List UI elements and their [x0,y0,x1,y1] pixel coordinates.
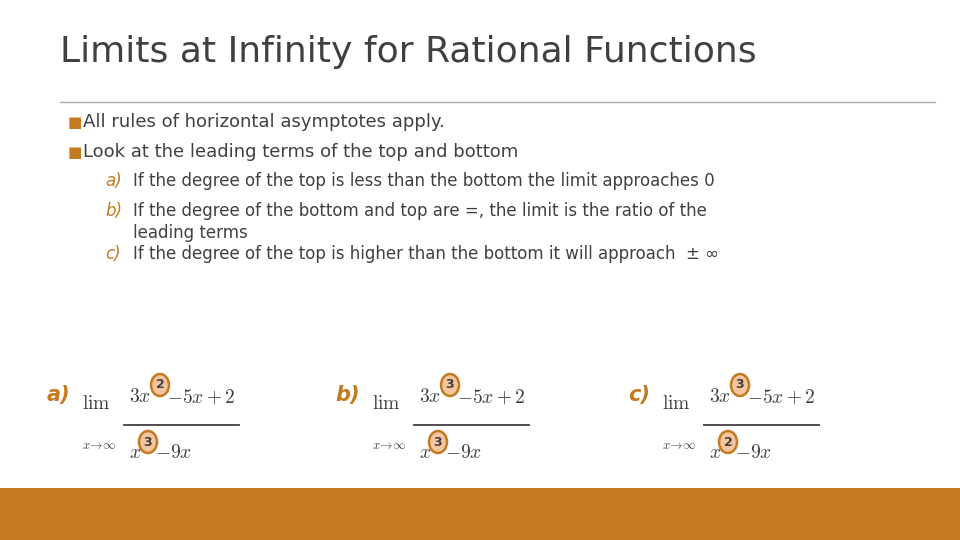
Text: $x\!\to\!\infty$: $x\!\to\!\infty$ [372,439,406,452]
Text: $x$: $x$ [709,443,721,462]
Ellipse shape [731,374,749,396]
Ellipse shape [151,374,169,396]
Text: If the degree of the top is higher than the bottom it will approach  ± ∞: If the degree of the top is higher than … [133,245,719,263]
Text: $\lim$: $\lim$ [662,394,690,413]
Text: 2: 2 [156,379,164,392]
Text: $3x$: $3x$ [419,388,441,407]
Text: ■: ■ [68,145,83,160]
Text: $x\!\to\!\infty$: $x\!\to\!\infty$ [82,439,116,452]
Text: b): b) [335,385,360,405]
Text: $-9x$: $-9x$ [735,443,772,462]
Ellipse shape [719,431,737,453]
Text: $-5x+2$: $-5x+2$ [457,388,526,407]
Text: $x\!\to\!\infty$: $x\!\to\!\infty$ [662,439,696,452]
Text: $\lim$: $\lim$ [372,394,400,413]
Text: 3: 3 [445,379,454,392]
Text: c): c) [105,245,121,263]
Text: All rules of horizontal asymptotes apply.: All rules of horizontal asymptotes apply… [83,113,444,131]
Text: 3: 3 [144,435,153,449]
Text: $x$: $x$ [419,443,431,462]
Text: $\lim$: $\lim$ [82,394,110,413]
Text: c): c) [628,385,650,405]
Text: If the degree of the top is less than the bottom the limit approaches 0: If the degree of the top is less than th… [133,172,714,190]
Text: 3: 3 [735,379,744,392]
Text: Limits at Infinity for Rational Functions: Limits at Infinity for Rational Function… [60,35,756,69]
Ellipse shape [429,431,447,453]
Text: b): b) [105,202,122,220]
Text: 3: 3 [434,435,443,449]
Text: $-5x+2$: $-5x+2$ [167,388,235,407]
Text: leading terms: leading terms [133,224,248,242]
Text: $x$: $x$ [129,443,141,462]
Text: $-5x+2$: $-5x+2$ [747,388,816,407]
Text: ■: ■ [68,115,83,130]
Text: $3x$: $3x$ [709,388,731,407]
Text: $-9x$: $-9x$ [155,443,192,462]
Text: Look at the leading terms of the top and bottom: Look at the leading terms of the top and… [83,143,518,161]
Bar [0,488,960,540]
Text: $3x$: $3x$ [129,388,151,407]
Text: If the degree of the bottom and top are =, the limit is the ratio of the: If the degree of the bottom and top are … [133,202,707,220]
Ellipse shape [441,374,459,396]
Text: a): a) [46,385,70,405]
Ellipse shape [139,431,157,453]
Text: $-9x$: $-9x$ [445,443,482,462]
Text: a): a) [105,172,122,190]
Text: 2: 2 [724,435,732,449]
